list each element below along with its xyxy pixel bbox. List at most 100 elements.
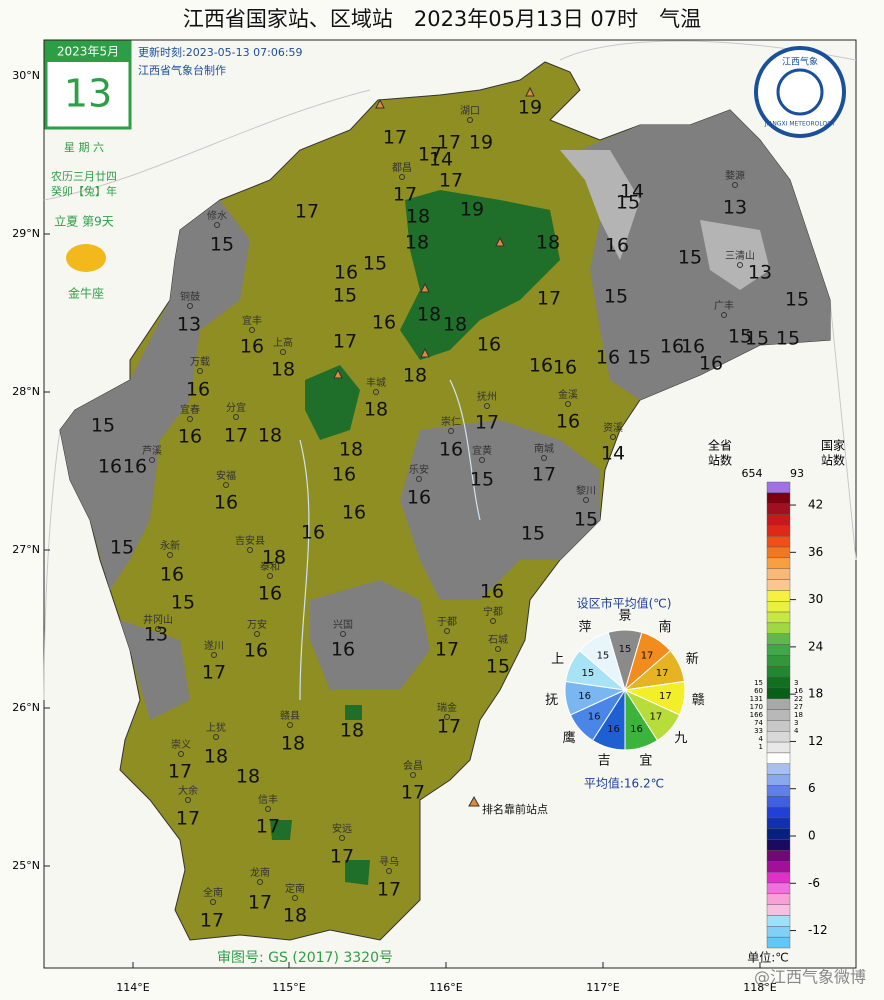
pie-value: 15 [597,651,610,662]
place-name: 遂川 [204,639,224,652]
station-value: 18 [417,304,441,326]
place-name: 上高 [273,336,293,349]
lon-label: 118°E [743,981,776,994]
station-dot [155,626,161,632]
unit: 单位:℃ [747,950,789,965]
pie-label: 新 [686,651,699,667]
station-dot [178,751,184,757]
place-name: 万载 [190,356,210,368]
watermark: @江西气象微博 [754,968,866,987]
place-name: 寻乌 [379,855,399,868]
station-dot [732,182,738,188]
station-dot [187,416,193,422]
station-value: 15 [210,234,234,256]
color-bin [766,633,791,645]
station-dot [287,722,293,728]
count-total: 4 [759,735,764,743]
station-value: 16 [301,522,325,544]
tick-label: -12 [808,923,828,937]
station-value: 16 [372,312,396,334]
rank-marker [420,347,430,358]
color-bin [766,731,791,743]
color-bin [766,655,791,667]
station-value: 17 [393,184,417,206]
color-bin [766,774,791,786]
color-bin [766,666,791,678]
color-bin [766,601,791,613]
station-dot [257,879,263,885]
place-name: 抚州 [477,391,497,403]
color-bin [766,579,791,591]
color-bin [766,741,791,754]
lon-label: 117°E [586,981,619,994]
station-value: 15 [678,247,702,269]
place-name: 都昌 [392,162,412,174]
count-national: 3 [794,679,798,687]
tick-label: 18 [808,687,823,701]
color-bin [766,611,791,624]
station-value: 18 [283,905,307,927]
station-value: 18 [258,425,282,447]
station-value: 17 [176,808,200,830]
color-bin [766,817,791,829]
place-name: 永新 [160,539,180,552]
place-name: 婺源 [725,169,745,182]
tick-label: 6 [808,781,816,795]
color-bin [766,698,791,710]
count-total: 60 [754,687,763,695]
lat-label: 30°N [12,69,40,82]
place-name: 黎川 [576,484,596,497]
rank-marker [420,282,430,293]
count-national: 27 [794,703,803,711]
place-name: 三清山 [725,249,755,262]
place-name: 龙南 [250,866,270,879]
color-bin [766,839,791,851]
station-dot [495,646,501,652]
pie-label: 上 [551,652,564,667]
color-bin [766,926,791,938]
count-total: 166 [750,711,764,719]
station-value: 16 [334,262,358,284]
station-value: 18 [364,399,388,421]
color-bin [766,796,791,808]
station-value: 15 [470,469,494,491]
solar-term: 立夏 第9天 [54,214,113,229]
color-bin [766,806,791,819]
color-bin [766,904,791,916]
logo-top: 江西气象 [782,56,818,68]
station-value: 16 [605,235,629,257]
station-dot [467,117,473,123]
station-value: 18 [271,359,295,381]
color-bin [766,676,791,689]
place-name: 万安 [247,618,267,631]
station-dot [373,389,379,395]
count-total: 74 [754,719,763,727]
place-name: 崇仁 [441,416,461,428]
station-value: 15 [333,285,357,307]
station-value: 16 [160,564,184,586]
station-dot [541,455,547,461]
color-bin [766,709,791,721]
station-value: 14 [601,443,625,465]
station-value: 16 [244,640,268,662]
station-value: 18 [262,547,286,569]
tick-label: -6 [808,876,820,890]
place-name: 修水 [207,209,227,222]
place-name: 南城 [534,442,554,455]
place-name: 定南 [285,882,305,895]
place-name: 湖口 [460,105,480,117]
pie-title: 设区市平均值(℃) [577,596,672,611]
pie-average: 平均值:16.2℃ [584,776,664,791]
tick-label: 24 [808,639,823,653]
color-bin [766,763,791,775]
place-name: 上犹 [206,722,226,734]
place-name: 分宜 [226,401,246,414]
station-value: 17 [401,782,425,804]
lon-label: 116°E [429,981,462,994]
color-bin [766,828,791,840]
place-name: 宜丰 [242,314,262,327]
approval: 审图号: GS (2017) 3320号 [217,950,393,966]
station-dot [280,349,286,355]
station-value: 19 [460,199,484,221]
